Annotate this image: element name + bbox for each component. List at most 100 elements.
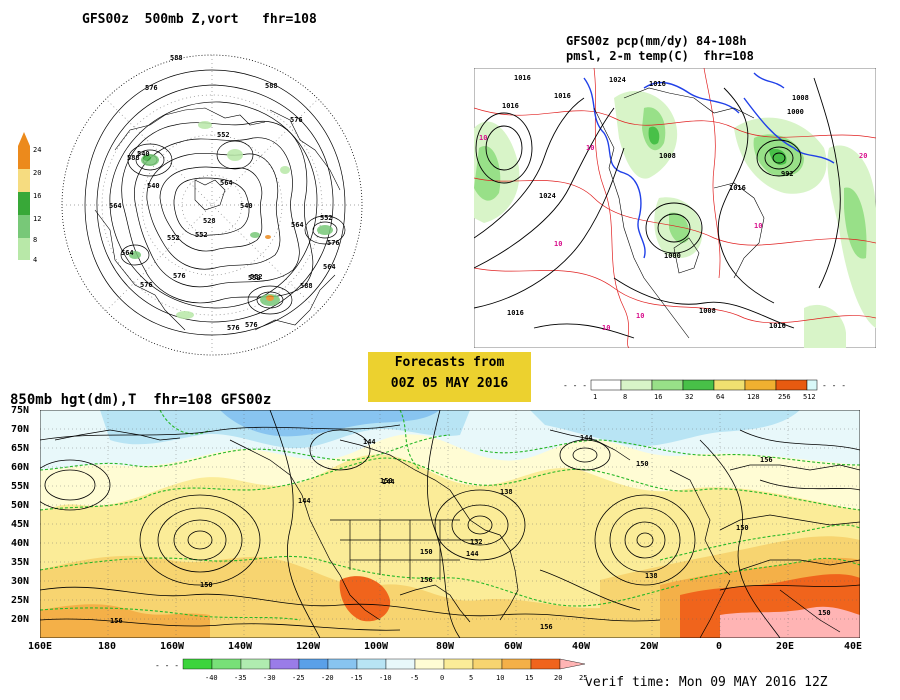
- forecast-badge-line1: Forecasts from: [394, 355, 505, 370]
- forecast-init-badge: Forecasts from 00Z 05 MAY 2016: [368, 352, 531, 402]
- label-576-c: 576: [327, 239, 340, 247]
- hgt-label-0: 144: [363, 438, 376, 446]
- panel-850mb-title: 850mb hgt(dm),T fhr=108 GFS00z: [10, 392, 272, 408]
- svg-text:- - -: - - -: [563, 381, 587, 390]
- lon-label-20e: 20E: [776, 641, 795, 652]
- pmsl-label-12: 1016: [769, 322, 786, 330]
- legend-swatch-2: [18, 215, 30, 238]
- lat-label-20n: 20N: [11, 614, 30, 625]
- vorticity-shading: [129, 121, 333, 319]
- pmsl-label-1: 1016: [502, 102, 519, 110]
- precip-tick-512: 512: [803, 393, 816, 401]
- hgt-label-5: 144: [382, 478, 395, 486]
- label-552-b: 552: [320, 214, 333, 222]
- lon-label-140w: 140W: [228, 641, 253, 652]
- lat-label-35n: 35N: [11, 557, 30, 568]
- panel-500mb-title: GFS00z 500mb Z,vort fhr=108: [82, 12, 317, 27]
- precip-tick-16: 16: [654, 393, 662, 401]
- temp-tick-m5: -5: [410, 674, 418, 682]
- lon-label-180: 180: [98, 641, 117, 652]
- lon-label-60w: 60W: [504, 641, 523, 652]
- label-588-b: 588: [265, 82, 278, 90]
- panel-precip-title-2: pmsl, 2-m temp(C) fhr=108: [566, 49, 754, 63]
- temp-tick-m20: -20: [321, 674, 334, 682]
- temp-tick-15: 15: [525, 674, 533, 682]
- lon-label-160w: 160W: [160, 641, 185, 652]
- temp-tick-m10: -10: [379, 674, 392, 682]
- temp-legend: - - - -40 -35 -30 -25 -20 -15 -10 -5 0 5…: [155, 658, 587, 682]
- pmsl-label-2: 1024: [539, 192, 556, 200]
- legend-swatch-5: [18, 146, 30, 169]
- temp-label-6: 10: [636, 312, 644, 320]
- label-576-d: 576: [227, 324, 240, 332]
- label-564-b: 564: [291, 221, 304, 229]
- pmsl-label-14: 1016: [507, 309, 524, 317]
- lat-label-45n: 45N: [11, 519, 30, 530]
- hgt-label-14: 138: [645, 572, 658, 580]
- pmsl-label-3: 1016: [554, 92, 571, 100]
- legend-tick-4: 4: [33, 256, 38, 264]
- label-588-a: 588: [170, 54, 183, 62]
- label-528: 528: [203, 217, 216, 225]
- lon-label-160e: 160E: [28, 641, 53, 652]
- precip-tick-8: 8: [623, 393, 627, 401]
- legend-tick-8: 8: [33, 236, 38, 244]
- pmsl-labels: 1016 1016 1024 1016 1008 992 1000 1016 1…: [502, 74, 809, 330]
- verif-time: verif time: Mon 09 MAY 2016 12Z: [585, 675, 828, 690]
- hgt-label-1: 150: [380, 477, 393, 485]
- lon-label-40e: 40E: [844, 641, 863, 652]
- lon-label-100w: 100W: [364, 641, 389, 652]
- temp-label-2: 10: [554, 240, 562, 248]
- hgt-label-12: 150: [736, 524, 749, 532]
- hgt-label-4: 144: [298, 497, 311, 505]
- lat-label-25n: 25N: [11, 595, 30, 606]
- svg-text:- - -: - - -: [155, 661, 179, 670]
- label-540-b: 540: [240, 202, 253, 210]
- label-564-a: 564: [220, 179, 233, 187]
- lat-label-75n: 75N: [11, 405, 30, 416]
- forecast-badge-line2: 00Z 05 MAY 2016: [390, 376, 509, 391]
- lat-label-40n: 40N: [11, 538, 30, 549]
- label-552-e: 552: [195, 231, 208, 239]
- precip-tick-64: 64: [716, 393, 724, 401]
- hgt-label-9: 144: [466, 550, 479, 558]
- temp-tick-10: 10: [496, 674, 504, 682]
- panel-500mb-map: 588 576 588 576 588 552 540 564 564 552 …: [61, 54, 363, 356]
- label-564-e: 564: [109, 202, 122, 210]
- lat-label-70n: 70N: [11, 424, 30, 435]
- pmsl-label-8: 1024: [609, 76, 626, 84]
- legend-swatch-3: [18, 192, 30, 215]
- temp-tick-5: 5: [469, 674, 473, 682]
- svg-text:- - -: - - -: [822, 381, 846, 390]
- temp-label-1: 10: [586, 144, 594, 152]
- label-552-c: 552: [167, 234, 180, 242]
- panel-precip-map: 1016 1016 1024 1016 1008 992 1000 1016 1…: [474, 68, 876, 348]
- 850mb-height-labels: 144 150 156 150 144 144 138 150 132 144 …: [110, 434, 831, 631]
- lat-label-65n: 65N: [11, 443, 30, 454]
- hgt-label-10: 156: [420, 576, 433, 584]
- label-588-d: 588: [300, 282, 313, 290]
- label-540-c: 540: [147, 182, 160, 190]
- vorticity-legend: [18, 132, 30, 262]
- pmsl-label-0: 1016: [514, 74, 531, 82]
- temp-tick-m35: -35: [234, 674, 247, 682]
- lat-label-55n: 55N: [11, 481, 30, 492]
- pmsl-label-4: 1008: [792, 94, 809, 102]
- lon-label-120w: 120W: [296, 641, 321, 652]
- lon-label-80w: 80W: [436, 641, 455, 652]
- legend-swatch-1: [18, 238, 30, 260]
- legend-tick-24: 24: [33, 146, 42, 154]
- lon-label-0: 0: [716, 641, 723, 652]
- temp-tick-m15: -15: [350, 674, 363, 682]
- hgt-label-3: 150: [200, 581, 213, 589]
- hgt-label-8: 132: [470, 538, 483, 546]
- temp-tick-0: 0: [440, 674, 444, 682]
- pmsl-label-11: 1008: [699, 307, 716, 315]
- temp-label-5: 20: [859, 152, 867, 160]
- pmsl-label-6: 1000: [787, 108, 804, 116]
- pmsl-label-10: 1000: [664, 252, 681, 260]
- label-552-a: 552: [217, 131, 230, 139]
- pmsl-label-5: 992: [781, 170, 794, 178]
- panel-precip-title-1: GFS00z pcp(mm/dy) 84-108h: [566, 34, 747, 48]
- legend-swatch-4: [18, 169, 30, 192]
